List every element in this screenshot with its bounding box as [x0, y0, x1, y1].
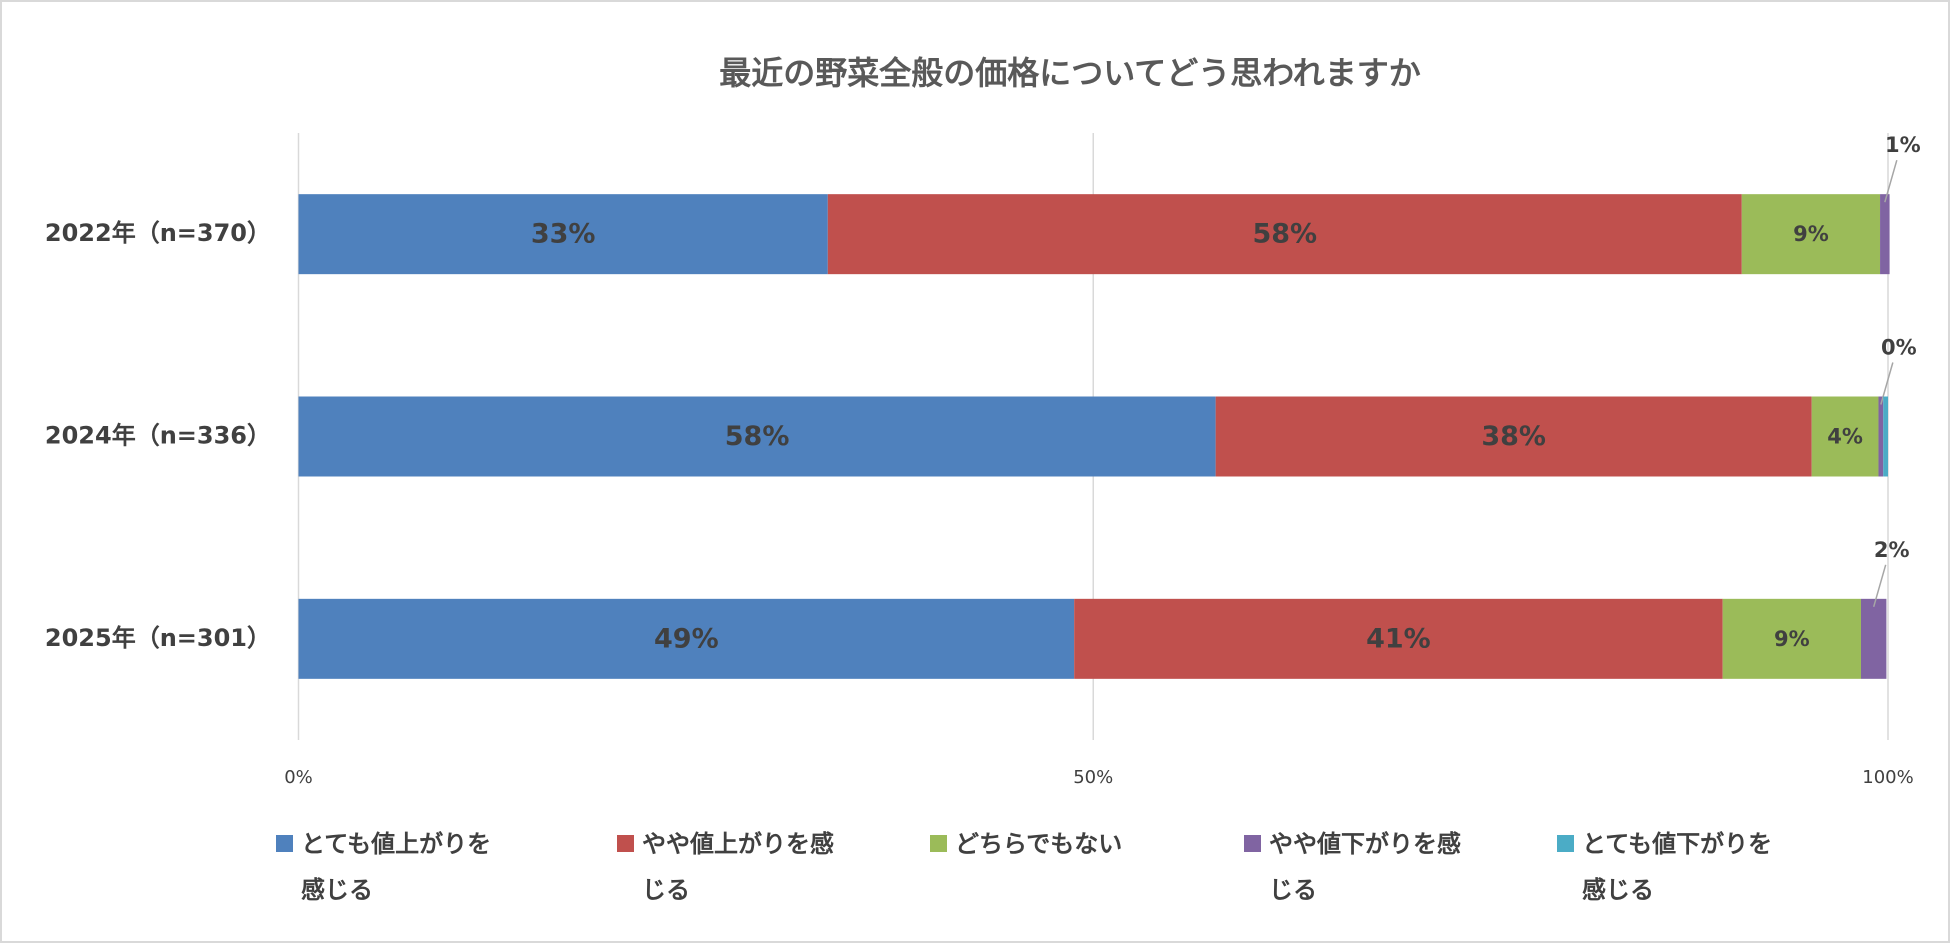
y-tick-label: 2022年（n=370）: [45, 219, 271, 247]
data-label: 9%: [1793, 222, 1829, 246]
leader-line: [1884, 159, 1898, 203]
bar-segment: [1883, 396, 1888, 477]
bar-segment: [298, 598, 1075, 679]
legend-label: やや値上がりを感じる: [642, 830, 834, 904]
bar-segment: [827, 194, 1742, 275]
data-label: 4%: [1827, 425, 1863, 449]
data-label: 49%: [654, 623, 719, 654]
legend-swatch: [930, 835, 947, 852]
y-tick-label: 2025年（n=301）: [45, 624, 271, 652]
data-label: 58%: [1252, 219, 1317, 250]
bar-segment: [1741, 194, 1881, 275]
data-label: 41%: [1366, 623, 1431, 654]
bar-segment: [1878, 396, 1884, 477]
bar-segment: [1722, 598, 1861, 679]
legend-swatch: [1244, 835, 1261, 852]
legend-label: やや値下がりを感じる: [1269, 830, 1461, 904]
legend-label: とても値下がりを感じる: [1582, 830, 1773, 904]
legend-swatch: [276, 835, 293, 852]
data-label: 38%: [1481, 421, 1546, 452]
legend-label: どちらでもない: [955, 830, 1123, 858]
leader-line: [1880, 362, 1894, 405]
data-label: 58%: [725, 421, 790, 452]
data-label: 2%: [1874, 538, 1910, 562]
data-label: 9%: [1774, 627, 1810, 651]
legend-item: やや値下がりを感じる: [1244, 821, 1469, 913]
bar-segment: [1074, 598, 1723, 679]
data-label: 1%: [1885, 133, 1921, 157]
legend-item: どちらでもない: [930, 821, 1155, 867]
bar-segment: [298, 396, 1216, 477]
legend-swatch: [1557, 835, 1574, 852]
bar-segment: [1880, 194, 1890, 275]
x-tick-label: 100%: [1862, 767, 1913, 788]
legend-item: とても値下がりを感じる: [1557, 821, 1782, 913]
bar-segment: [1811, 396, 1879, 477]
x-tick-label: 50%: [1073, 767, 1113, 788]
y-tick-label: 2024年（n=336）: [45, 422, 271, 450]
x-tick-label: 0%: [284, 767, 313, 788]
data-label: 33%: [531, 219, 596, 250]
bar-segment: [1215, 396, 1812, 477]
legend-label: とても値上がりを感じる: [301, 830, 492, 904]
bar-segment: [1860, 598, 1887, 679]
bar-segment: [298, 194, 828, 275]
legend-item: とても値上がりを感じる: [276, 821, 501, 913]
chart-title: 最近の野菜全般の価格についてどう思われますか: [719, 54, 1420, 92]
data-label: 0%: [1881, 336, 1917, 360]
legend-item: やや値上がりを感じる: [617, 821, 842, 913]
legend-swatch: [617, 835, 634, 852]
leader-line: [1872, 564, 1887, 608]
